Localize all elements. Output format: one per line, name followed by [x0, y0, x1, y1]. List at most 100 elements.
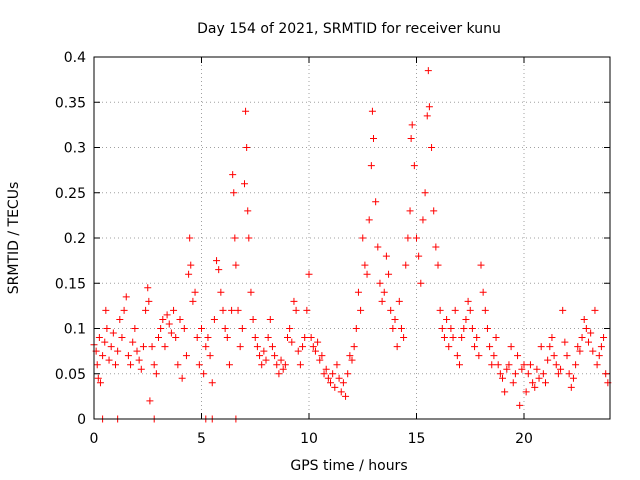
axis-ticks: [93, 56, 610, 420]
data-point: [139, 343, 147, 351]
data-point: [176, 315, 184, 323]
data-point: [400, 334, 408, 342]
data-point: [324, 374, 332, 382]
data-point: [157, 325, 165, 332]
data-point: [133, 347, 141, 355]
x-axis-label: GPS time / hours: [290, 458, 407, 474]
data-point: [142, 306, 150, 314]
data-point: [170, 306, 178, 314]
data-point: [271, 352, 279, 360]
data-point: [275, 370, 283, 378]
y-tick-label: 0.25: [55, 186, 86, 202]
data-point: [430, 207, 438, 215]
data-point: [539, 370, 547, 378]
data-point: [576, 347, 584, 355]
y-tick-label: 0.3: [64, 141, 86, 157]
data-point: [468, 325, 476, 332]
data-point: [229, 171, 237, 179]
data-point: [436, 306, 444, 314]
data-point: [456, 361, 463, 369]
data-point: [279, 365, 287, 373]
data-point: [299, 343, 307, 351]
data-point: [475, 352, 483, 360]
y-tick-label: 0.1: [64, 322, 86, 338]
data-point: [466, 306, 474, 314]
data-point: [365, 216, 373, 224]
data-point: [256, 352, 264, 360]
data-point: [537, 343, 545, 351]
data-point: [473, 334, 481, 342]
data-point: [131, 325, 139, 332]
data-point: [225, 361, 233, 369]
data-point: [344, 370, 352, 378]
data-point: [107, 343, 115, 351]
chart-title: Day 154 of 2021, SRMTID for receiver kun…: [197, 21, 501, 37]
data-point: [174, 361, 182, 369]
data-point: [531, 383, 539, 391]
data-point: [253, 343, 261, 351]
data-point: [165, 320, 173, 328]
data-point: [311, 347, 319, 355]
data-point: [124, 352, 132, 360]
data-point: [221, 325, 229, 332]
data-point: [178, 374, 186, 382]
data-point: [574, 343, 582, 351]
data-point: [215, 266, 223, 274]
data-point: [185, 270, 193, 278]
data-point: [417, 279, 425, 287]
y-axis-label: SRMTID / TECUs: [6, 182, 22, 295]
plot-border: [93, 56, 611, 420]
data-point: [518, 365, 526, 373]
data-point: [195, 361, 203, 369]
data-point: [565, 370, 573, 378]
data-point: [342, 392, 350, 400]
data-point: [159, 315, 167, 323]
data-point: [303, 306, 311, 314]
data-point: [380, 288, 388, 296]
y-tick-label: 0.05: [55, 367, 86, 383]
data-point: [167, 329, 175, 337]
data-point: [316, 356, 324, 364]
y-tick-label: 0.2: [64, 231, 86, 247]
x-tick-label: 5: [197, 431, 206, 447]
data-point: [438, 325, 446, 332]
data-point: [428, 144, 436, 151]
data-point: [198, 325, 205, 332]
data-point: [350, 343, 358, 351]
data-point: [464, 297, 472, 305]
data-point: [144, 284, 152, 292]
y-tick-label: 0.15: [55, 276, 86, 292]
data-point: [191, 288, 199, 296]
data-point: [284, 334, 291, 342]
data-point: [585, 338, 592, 346]
data-point: [357, 306, 365, 314]
data-point: [363, 270, 371, 278]
data-point: [567, 383, 575, 391]
data-point: [148, 343, 156, 351]
data-point: [200, 370, 208, 378]
data-point: [309, 343, 317, 351]
data-point: [290, 297, 298, 305]
data-point: [413, 234, 420, 242]
data-point: [505, 361, 513, 369]
data-point: [367, 162, 375, 170]
data-point: [402, 261, 410, 269]
data-point: [118, 334, 126, 342]
data-point: [440, 334, 448, 342]
data-point: [95, 334, 103, 342]
data-point: [395, 297, 403, 305]
data-point: [479, 288, 487, 296]
data-point: [294, 347, 302, 355]
data-point: [359, 234, 367, 242]
data-point: [314, 338, 322, 346]
data-point: [434, 261, 442, 269]
data-point: [404, 234, 412, 242]
data-point: [376, 279, 384, 287]
data-point: [262, 356, 270, 364]
data-point: [172, 334, 180, 342]
data-point: [387, 306, 395, 314]
data-point: [219, 306, 227, 314]
data-point: [266, 315, 274, 323]
data-point: [288, 338, 296, 346]
